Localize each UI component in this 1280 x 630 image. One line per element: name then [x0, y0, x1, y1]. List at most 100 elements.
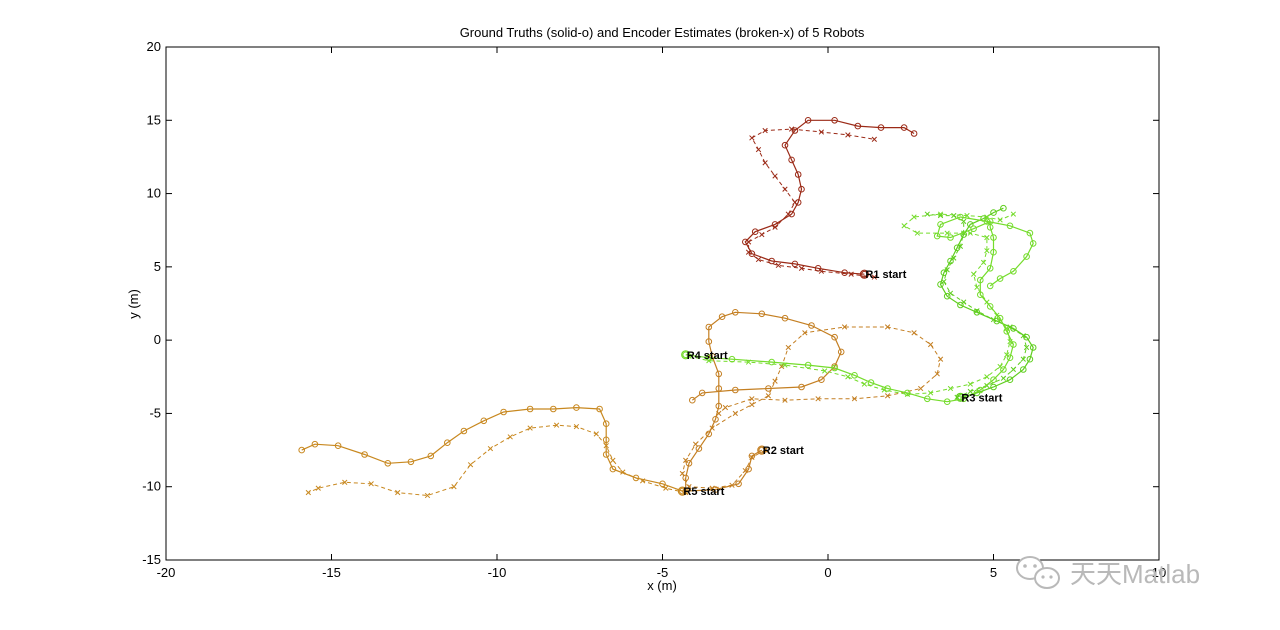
- estimate-marker: [927, 390, 934, 396]
- start-marker: [677, 486, 688, 496]
- estimate-marker: [683, 457, 689, 463]
- x-tick-label: 0: [824, 565, 831, 580]
- truth-marker: [841, 269, 848, 277]
- truth-marker: [781, 141, 789, 149]
- truth-marker: [659, 480, 666, 488]
- series-r3: [924, 204, 1037, 402]
- truth-marker: [689, 396, 696, 404]
- estimate-marker: [871, 136, 877, 142]
- truth-marker: [698, 389, 706, 397]
- truth-marker: [986, 265, 994, 272]
- truth-line-r1: [744, 119, 915, 275]
- truth-marker: [933, 232, 941, 240]
- y-tick-label: 5: [154, 259, 161, 274]
- truth-marker: [990, 376, 997, 384]
- y-tick-label: -5: [149, 405, 161, 420]
- estimate-marker: [755, 146, 762, 153]
- truth-marker: [1020, 366, 1027, 373]
- estimate-marker: [918, 385, 924, 392]
- estimate-marker: [901, 223, 907, 229]
- y-tick-label: 0: [154, 332, 161, 347]
- truth-marker: [947, 234, 954, 241]
- estimate-marker: [788, 126, 795, 132]
- truth-marker: [791, 127, 799, 134]
- truth-marker: [877, 124, 885, 131]
- truth-marker: [718, 313, 726, 321]
- estimate-marker: [749, 396, 755, 402]
- estimate-marker: [1000, 375, 1007, 381]
- truth-marker: [983, 218, 991, 225]
- truth-marker: [427, 452, 435, 460]
- truth-marker: [748, 250, 756, 257]
- truth-marker: [602, 420, 610, 428]
- truth-marker: [768, 257, 776, 265]
- start-labels: R1 start R2 start R3 start R4 start R5 start: [683, 269, 1002, 498]
- wechat-logo-icon: [1016, 556, 1060, 589]
- estimate-marker: [1010, 211, 1017, 217]
- truth-marker: [1026, 229, 1034, 237]
- estimate-marker: [970, 271, 977, 277]
- estimate-marker: [772, 378, 778, 384]
- estimate-marker: [1010, 366, 1017, 373]
- truth-marker: [990, 383, 997, 391]
- truth-marker: [298, 446, 306, 454]
- truth-marker: [715, 402, 723, 410]
- estimate-marker: [845, 132, 851, 138]
- truth-marker: [685, 460, 693, 467]
- plot-area: [166, 47, 1159, 560]
- estimate-marker: [934, 371, 940, 377]
- truth-marker: [970, 225, 977, 232]
- estimate-marker: [947, 290, 954, 296]
- estimate-marker: [692, 441, 699, 447]
- truth-marker: [500, 408, 507, 416]
- estimate-line-r1: [748, 128, 875, 278]
- estimate-marker: [487, 445, 494, 452]
- truth-marker: [1023, 333, 1030, 341]
- truth-marker: [804, 361, 812, 369]
- estimate-marker: [961, 299, 967, 305]
- estimate-marker: [762, 447, 768, 453]
- watermark: 天天Matlab: [1016, 556, 1200, 589]
- estimate-marker: [980, 259, 987, 266]
- truth-marker: [990, 209, 997, 216]
- estimate-marker: [424, 492, 431, 499]
- truth-marker: [708, 353, 716, 360]
- series-layer: [298, 117, 1037, 499]
- truth-marker: [771, 221, 779, 228]
- truth-marker: [460, 427, 468, 435]
- truth-marker: [884, 385, 891, 392]
- estimate-marker: [927, 341, 934, 348]
- estimate-marker: [967, 388, 973, 395]
- start-marker: [757, 445, 767, 455]
- truth-marker: [990, 248, 997, 256]
- series-r1: [742, 117, 918, 280]
- estimate-marker: [663, 485, 669, 491]
- start-marker: [681, 350, 691, 360]
- estimate-marker: [315, 485, 321, 491]
- estimate-marker: [722, 404, 729, 411]
- truth-marker: [973, 309, 981, 316]
- estimate-marker: [305, 489, 311, 496]
- truth-marker: [990, 234, 997, 241]
- estimate-marker: [815, 396, 821, 402]
- truth-marker: [742, 238, 749, 246]
- truth-marker: [814, 265, 822, 272]
- x-tick-label: -15: [322, 565, 341, 580]
- truth-marker: [791, 260, 799, 268]
- estimate-marker: [944, 267, 950, 273]
- truth-marker: [861, 270, 868, 278]
- truth-marker: [1029, 344, 1037, 351]
- truth-marker: [996, 275, 1004, 282]
- truth-marker: [550, 405, 557, 413]
- truth-marker: [986, 218, 994, 225]
- truth-marker: [573, 404, 580, 411]
- estimate-marker: [871, 274, 877, 280]
- start-label-r1: R1 start: [865, 269, 906, 281]
- start-label-r3: R3 start: [961, 392, 1002, 404]
- x-axis-label: x (m): [647, 578, 677, 593]
- truth-marker: [977, 291, 984, 299]
- truth-marker: [794, 171, 802, 178]
- truth-marker: [960, 395, 968, 403]
- estimate-marker: [762, 127, 768, 134]
- truth-marker: [1029, 240, 1037, 247]
